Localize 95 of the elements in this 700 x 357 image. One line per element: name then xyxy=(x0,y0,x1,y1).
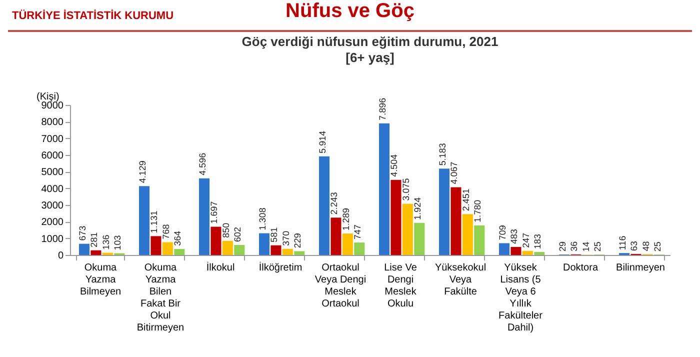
data-label: 483 xyxy=(509,228,520,244)
x-tick-label: Doktora xyxy=(562,262,598,274)
data-label: 116 xyxy=(617,236,628,250)
data-label: 2.451 xyxy=(460,188,471,212)
bar xyxy=(294,251,305,255)
bar xyxy=(282,248,293,255)
data-label: 709 xyxy=(497,225,508,240)
y-tick-label: 1000 xyxy=(41,234,64,245)
y-tick-label: 6000 xyxy=(41,150,64,162)
x-tick-label: İlköğretim xyxy=(258,262,302,274)
data-label: 4.129 xyxy=(137,160,148,184)
data-label: 747 xyxy=(352,224,363,240)
data-label: 673 xyxy=(77,226,88,241)
y-tick-label: 4000 xyxy=(41,184,64,195)
data-label: 229 xyxy=(292,233,303,248)
bar xyxy=(378,123,390,255)
bar xyxy=(498,243,510,255)
data-label: 247 xyxy=(520,232,531,248)
x-tick-label: Yüksekokul Veya Fakülte xyxy=(434,262,486,298)
bar xyxy=(318,156,330,255)
text: TÜRKİYE İSTATİSTİK KURUMU xyxy=(12,10,174,22)
bar xyxy=(234,244,245,255)
y-tick-label: 2000 xyxy=(41,217,64,228)
y-tick-label: 5000 xyxy=(41,167,64,178)
bar xyxy=(330,218,342,255)
data-label: 1.924 xyxy=(412,197,423,220)
bar xyxy=(354,242,365,255)
x-tick-label: Ortaokul Veya Dengi Meslek Ortaokul xyxy=(314,262,366,310)
bar xyxy=(534,252,545,255)
data-label: 29 xyxy=(557,242,568,252)
bar xyxy=(522,250,533,255)
bar xyxy=(270,245,282,255)
y-tick-label: 9000 xyxy=(41,100,64,112)
data-label: 4.596 xyxy=(197,152,208,176)
bar xyxy=(222,240,233,255)
bar xyxy=(174,248,185,255)
data-label: 103 xyxy=(112,235,123,250)
data-label: 850 xyxy=(220,222,231,238)
data-label: 136 xyxy=(100,234,111,250)
x-tick-label: Okuma Yazma Bilen Fakat Bir Okul Bitirmeyen xyxy=(136,262,184,334)
bar xyxy=(162,242,173,255)
data-label: 36 xyxy=(569,241,580,252)
data-label: 183 xyxy=(532,234,543,249)
x-tick-label: Yüksek Lisans (5 Veya 6 Yıllık Fakülteler Dahil) xyxy=(498,262,544,334)
y-tick-label: 7000 xyxy=(41,134,64,145)
bar xyxy=(414,222,425,255)
bar xyxy=(390,180,402,255)
data-label: 1.308 xyxy=(257,208,268,230)
x-tick-label: Okuma Yazma Bilmeyen xyxy=(80,262,122,298)
y-tick-label: 8000 xyxy=(41,117,64,128)
bar xyxy=(258,233,270,255)
y-tick-label: 3000 xyxy=(41,200,64,212)
x-tick-label: İlkokul xyxy=(206,262,235,274)
data-label: 1.131 xyxy=(149,210,160,234)
data-label: 602 xyxy=(232,226,243,242)
bar xyxy=(462,214,473,255)
bar xyxy=(510,246,522,255)
bar xyxy=(474,225,485,255)
data-label: 4.504 xyxy=(389,154,400,177)
bar xyxy=(342,234,353,255)
bar xyxy=(450,187,462,255)
data-label: 5.183 xyxy=(437,143,448,166)
data-label: 14 xyxy=(580,242,591,252)
x-tick-label: Bilinmeyen xyxy=(616,262,665,274)
data-label: 25 xyxy=(592,242,603,252)
chart-title: Göç verdiği nüfusun eğitim durumu, 2021 xyxy=(242,34,498,49)
bar xyxy=(402,204,413,255)
data-label: 3.075 xyxy=(400,178,411,201)
data-label: 1.289 xyxy=(340,208,351,231)
data-label: 1.697 xyxy=(209,201,220,224)
data-label: 25 xyxy=(652,242,663,252)
data-label: 281 xyxy=(89,232,100,248)
data-label: 370 xyxy=(280,230,291,246)
data-label: 1.780 xyxy=(472,200,483,222)
data-label: 768 xyxy=(160,224,171,240)
data-label: 5.914 xyxy=(317,130,328,154)
y-tick-label: 0 xyxy=(58,250,64,262)
data-label: 48 xyxy=(640,241,651,252)
data-label: 4.067 xyxy=(449,162,460,184)
x-tick-label: Lise Ve Dengi Meslek Okulu xyxy=(384,262,418,310)
chart-subtitle: [6+ yaş] xyxy=(346,50,394,65)
y-axis-title: (Kişi) xyxy=(36,92,60,102)
bar xyxy=(198,178,210,255)
bar xyxy=(78,244,90,255)
data-label: 364 xyxy=(172,230,183,246)
bar xyxy=(210,226,222,255)
bar xyxy=(150,236,162,255)
data-label: 2.243 xyxy=(329,192,340,215)
data-label: 63 xyxy=(629,240,640,251)
text: Nüfus ve Göç xyxy=(286,0,414,23)
bar xyxy=(138,186,150,255)
data-label: 7.896 xyxy=(377,98,388,120)
bar xyxy=(90,250,102,255)
data-label: 581 xyxy=(269,227,280,242)
bar xyxy=(438,168,450,255)
